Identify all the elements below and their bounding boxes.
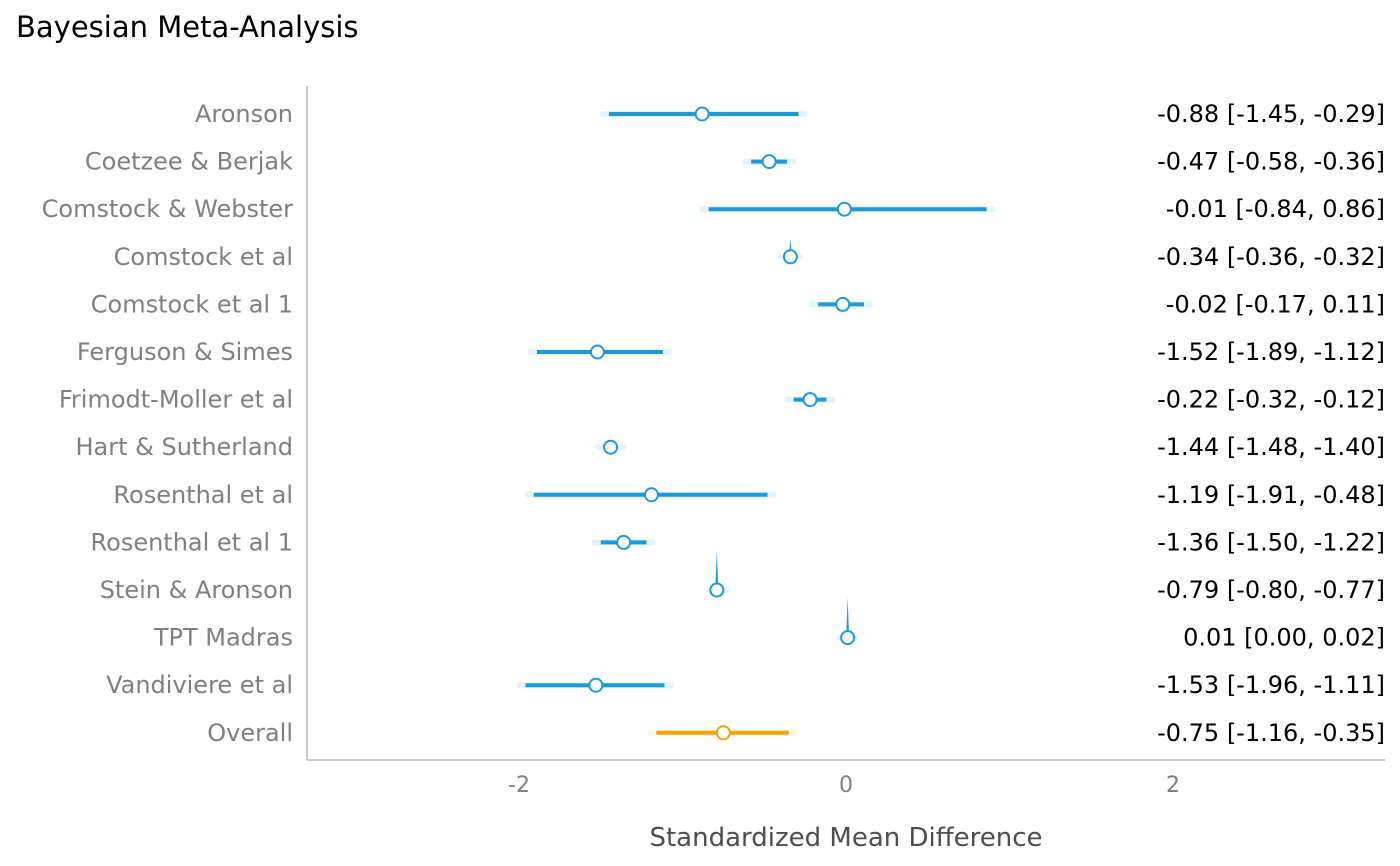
- point-estimate: [603, 439, 619, 455]
- study-row: Comstock et al 1 -0.02 [-0.17, 0.11]: [91, 290, 1385, 318]
- study-row: Rosenthal et al -1.19 [-1.91, -0.48]: [113, 481, 1385, 509]
- x-tick-label: -2: [508, 773, 530, 798]
- study-estimate-label: -0.79 [-0.80, -0.77]: [1157, 576, 1385, 604]
- study-estimate-label: 0.01 [0.00, 0.02]: [1183, 624, 1385, 652]
- point-estimate: [616, 534, 632, 550]
- point-estimate: [694, 106, 710, 122]
- study-row: Vandiviere et al -1.53 [-1.96, -1.11]: [106, 671, 1385, 699]
- point-estimate: [643, 487, 659, 503]
- point-estimate: [782, 249, 798, 265]
- overall-estimate-label: -0.75 [-1.16, -0.35]: [1157, 719, 1385, 747]
- study-name-label: Coetzee & Berjak: [85, 148, 293, 176]
- study-row: Rosenthal et al 1 -1.36 [-1.50, -1.22]: [91, 528, 1385, 556]
- axes: -2 0 2: [306, 86, 1385, 798]
- interval-spike: [846, 597, 850, 638]
- study-name-label: Comstock et al 1: [91, 290, 293, 318]
- x-tick-label: 0: [839, 773, 853, 798]
- study-row: TPT Madras 0.01 [0.00, 0.02]: [153, 597, 1385, 652]
- x-tick-label: 2: [1166, 773, 1180, 798]
- study-name-label: Comstock & Webster: [42, 195, 293, 223]
- study-estimate-label: -0.34 [-0.36, -0.32]: [1157, 243, 1385, 271]
- point-estimate: [709, 582, 725, 598]
- study-estimate-label: -0.01 [-0.84, 0.86]: [1166, 195, 1385, 223]
- study-row: Coetzee & Berjak -0.47 [-0.58, -0.36]: [85, 148, 1385, 176]
- point-estimate: [836, 201, 852, 217]
- study-row: Stein & Aronson -0.79 [-0.80, -0.77]: [100, 550, 1385, 604]
- point-estimate: [588, 677, 604, 693]
- study-estimate-label: -1.44 [-1.48, -1.40]: [1157, 433, 1385, 461]
- interval-spike: [715, 550, 719, 590]
- point-estimate: [835, 296, 851, 312]
- study-name-label: Frimodt-Moller et al: [59, 386, 293, 414]
- study-estimate-label: -0.47 [-0.58, -0.36]: [1157, 148, 1385, 176]
- point-estimate: [761, 154, 777, 170]
- study-name-label: TPT Madras: [153, 624, 293, 652]
- study-row: Comstock & Webster -0.01 [-0.84, 0.86]: [42, 195, 1385, 223]
- x-axis-title: Standardized Mean Difference: [649, 823, 1042, 853]
- overall-row: Overall -0.75 [-1.16, -0.35]: [207, 719, 1385, 747]
- chart-title: Bayesian Meta-Analysis: [16, 10, 359, 44]
- study-estimate-label: -0.22 [-0.32, -0.12]: [1157, 386, 1385, 414]
- study-name-label: Ferguson & Simes: [77, 338, 293, 366]
- study-name-label: Aronson: [195, 100, 293, 128]
- study-estimate-label: -0.02 [-0.17, 0.11]: [1166, 290, 1385, 318]
- study-name-label: Comstock et al: [114, 243, 293, 271]
- study-estimate-label: -1.36 [-1.50, -1.22]: [1157, 528, 1385, 556]
- study-estimate-label: -1.52 [-1.89, -1.12]: [1157, 338, 1385, 366]
- study-row: Ferguson & Simes -1.52 [-1.89, -1.12]: [77, 338, 1385, 366]
- study-name-label: Stein & Aronson: [100, 576, 293, 604]
- overall-point-estimate: [715, 725, 731, 741]
- study-rows: Aronson -0.88 [-1.45, -0.29] Coetzee & Ber…: [42, 100, 1385, 747]
- point-estimate: [840, 630, 856, 646]
- study-row: Comstock et al -0.34 [-0.36, -0.32]: [114, 238, 1385, 271]
- study-name-label: Rosenthal et al: [113, 481, 293, 509]
- study-row: Aronson -0.88 [-1.45, -0.29]: [195, 100, 1385, 128]
- study-estimate-label: -1.19 [-1.91, -0.48]: [1157, 481, 1385, 509]
- overall-label: Overall: [207, 719, 293, 747]
- study-row: Hart & Sutherland -1.44 [-1.48, -1.40]: [75, 433, 1385, 461]
- study-estimate-label: -1.53 [-1.96, -1.11]: [1157, 671, 1385, 699]
- study-estimate-label: -0.88 [-1.45, -0.29]: [1157, 100, 1385, 128]
- study-name-label: Rosenthal et al 1: [91, 528, 293, 556]
- point-estimate: [589, 344, 605, 360]
- study-name-label: Hart & Sutherland: [75, 433, 293, 461]
- study-row: Frimodt-Moller et al -0.22 [-0.32, -0.12]: [59, 386, 1385, 414]
- study-name-label: Vandiviere et al: [106, 671, 293, 699]
- point-estimate: [802, 392, 818, 408]
